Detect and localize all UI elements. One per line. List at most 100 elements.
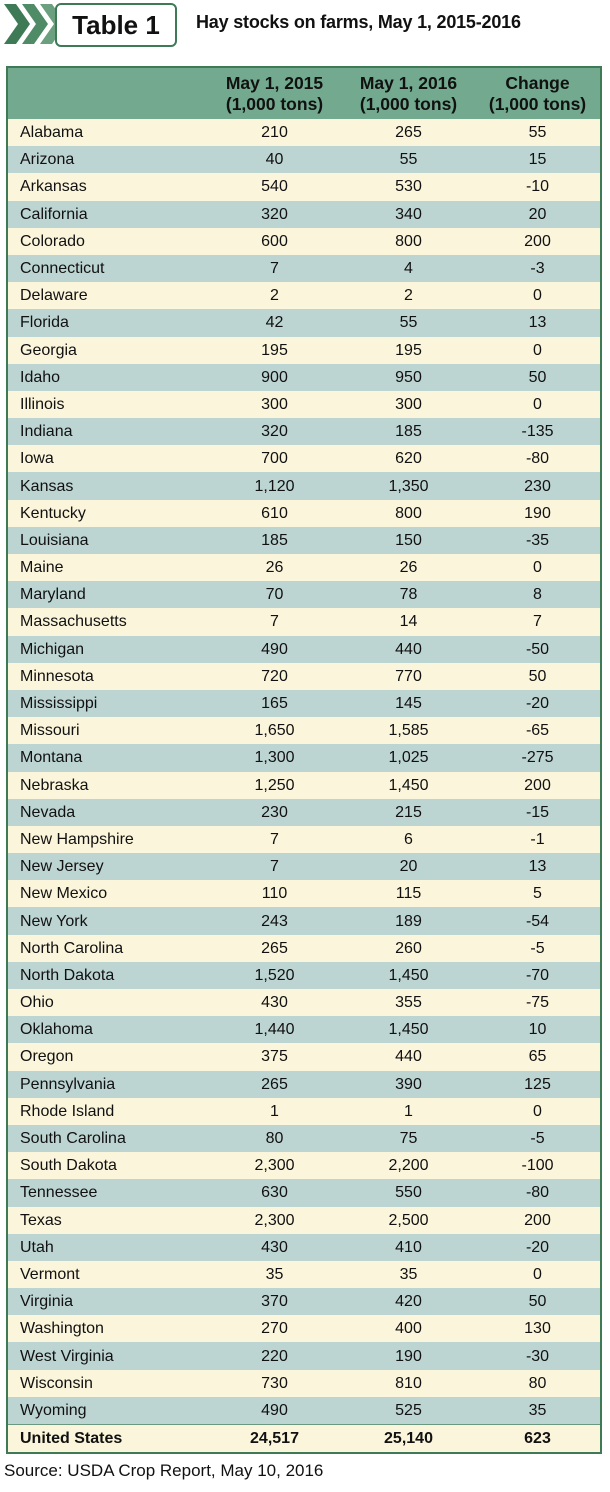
value-2016-cell: 189: [342, 907, 475, 935]
change-cell: -80: [475, 1179, 600, 1207]
table-row: Kansas 1,120 1,350 230: [8, 472, 600, 500]
change-cell: 0: [475, 554, 600, 582]
table-row: Indiana 320 185 -135: [8, 418, 600, 446]
value-2016-cell: 25,140: [342, 1424, 475, 1453]
state-cell: Kansas: [8, 472, 207, 500]
change-cell: 200: [475, 1206, 600, 1234]
table-row: Florida 42 55 13: [8, 309, 600, 337]
value-2016-cell: 440: [342, 635, 475, 663]
change-cell: -65: [475, 717, 600, 745]
table-row: Iowa 700 620 -80: [8, 445, 600, 473]
table-row: New Jersey 7 20 13: [8, 853, 600, 881]
table-row: Illinois 300 300 0: [8, 390, 600, 419]
value-2015-cell: 600: [207, 227, 342, 255]
value-2016-cell: 14: [342, 608, 475, 636]
table-title: Hay stocks on farms, May 1, 2015-2016: [196, 12, 521, 32]
value-2016-cell: 1,025: [342, 744, 475, 772]
value-2015-cell: 265: [207, 934, 342, 962]
state-cell: Michigan: [8, 635, 207, 663]
value-2016-cell: 525: [342, 1396, 475, 1425]
state-cell: Montana: [8, 744, 207, 772]
change-cell: 0: [475, 390, 600, 419]
change-cell: 55: [475, 119, 600, 147]
value-2016-cell: 26: [342, 554, 475, 582]
state-cell: Nebraska: [8, 771, 207, 799]
table-row: Texas 2,300 2,500 200: [8, 1206, 600, 1234]
value-2015-cell: 900: [207, 363, 342, 391]
change-cell: -15: [475, 798, 600, 826]
state-cell: Arizona: [8, 146, 207, 174]
value-2015-cell: 265: [207, 1070, 342, 1098]
value-2016-cell: 300: [342, 390, 475, 419]
header-row: May 1, 2015 (1,000 tons) May 1, 2016 (1,…: [8, 68, 600, 119]
state-cell: North Dakota: [8, 961, 207, 989]
table-row: Arizona 40 55 15: [8, 146, 600, 174]
column-header-2016: May 1, 2016 (1,000 tons): [342, 68, 475, 119]
value-2015-cell: 1,520: [207, 961, 342, 989]
state-cell: Texas: [8, 1206, 207, 1234]
change-cell: -5: [475, 934, 600, 962]
state-cell: Oklahoma: [8, 1016, 207, 1044]
value-2016-cell: 78: [342, 581, 475, 609]
state-cell: Illinois: [8, 390, 207, 419]
state-cell: New York: [8, 907, 207, 935]
change-cell: 200: [475, 771, 600, 799]
value-2016-cell: 1,450: [342, 771, 475, 799]
table-row: Ohio 430 355 -75: [8, 989, 600, 1017]
value-2015-cell: 7: [207, 825, 342, 854]
state-cell: New Mexico: [8, 880, 207, 908]
change-cell: -20: [475, 689, 600, 718]
change-cell: 80: [475, 1369, 600, 1397]
change-cell: 0: [475, 1097, 600, 1125]
state-cell: North Carolina: [8, 934, 207, 962]
state-cell: Florida: [8, 309, 207, 337]
table-row: Oregon 375 440 65: [8, 1043, 600, 1071]
change-cell: 623: [475, 1424, 600, 1453]
value-2016-cell: 215: [342, 798, 475, 826]
state-cell: New Jersey: [8, 853, 207, 881]
value-2016-cell: 55: [342, 309, 475, 337]
state-cell: West Virginia: [8, 1342, 207, 1370]
state-cell: Ohio: [8, 989, 207, 1017]
change-cell: 130: [475, 1315, 600, 1343]
state-cell: California: [8, 200, 207, 228]
data-table-container: May 1, 2015 (1,000 tons) May 1, 2016 (1,…: [6, 66, 602, 1455]
state-cell: Colorado: [8, 227, 207, 255]
value-2016-cell: 150: [342, 526, 475, 554]
table-row: Rhode Island 1 1 0: [8, 1097, 600, 1125]
value-2015-cell: 110: [207, 880, 342, 908]
change-cell: -20: [475, 1233, 600, 1261]
value-2015-cell: 195: [207, 336, 342, 364]
value-2015-cell: 2,300: [207, 1206, 342, 1234]
value-2015-cell: 320: [207, 418, 342, 446]
table-number-badge: Table 1: [55, 3, 177, 47]
change-cell: -5: [475, 1124, 600, 1153]
change-cell: 10: [475, 1016, 600, 1044]
state-cell: New Hampshire: [8, 825, 207, 854]
value-2016-cell: 1,350: [342, 472, 475, 500]
state-cell: Iowa: [8, 445, 207, 473]
value-2016-cell: 340: [342, 200, 475, 228]
value-2015-cell: 26: [207, 554, 342, 582]
state-cell: United States: [8, 1424, 207, 1453]
change-cell: 0: [475, 1260, 600, 1289]
value-2016-cell: 355: [342, 989, 475, 1017]
change-cell: 5: [475, 880, 600, 908]
value-2016-cell: 115: [342, 880, 475, 908]
value-2015-cell: 2: [207, 282, 342, 310]
change-cell: 190: [475, 499, 600, 527]
change-cell: 20: [475, 200, 600, 228]
state-cell: Minnesota: [8, 662, 207, 690]
value-2016-cell: 530: [342, 173, 475, 201]
value-2016-cell: 265: [342, 119, 475, 147]
state-cell: Vermont: [8, 1260, 207, 1289]
change-cell: -75: [475, 989, 600, 1017]
value-2016-cell: 440: [342, 1043, 475, 1071]
value-2015-cell: 35: [207, 1260, 342, 1289]
change-cell: 50: [475, 662, 600, 690]
value-2016-cell: 800: [342, 227, 475, 255]
value-2015-cell: 700: [207, 445, 342, 473]
value-2016-cell: 950: [342, 363, 475, 391]
value-2016-cell: 4: [342, 254, 475, 283]
state-cell: Georgia: [8, 336, 207, 364]
